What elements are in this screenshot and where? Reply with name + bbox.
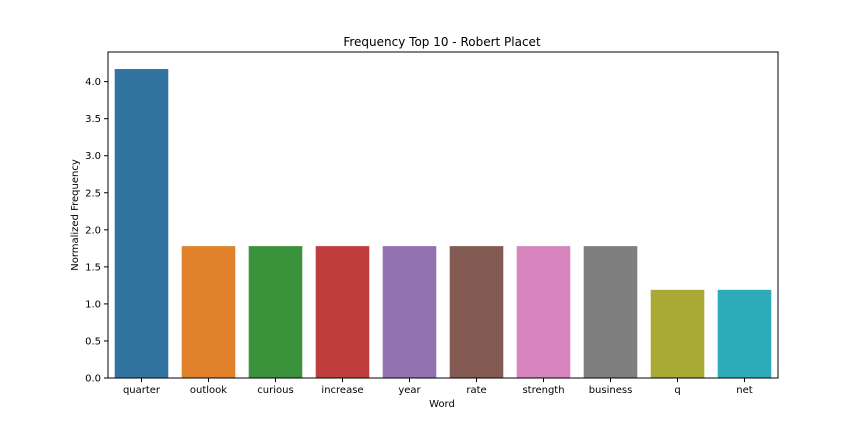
bar-strength	[516, 246, 571, 378]
bar-curious	[248, 246, 303, 378]
bar-business	[583, 246, 638, 378]
y-axis: 0.0 0.5 1.0 1.5 2.0 2.5 3.0 3.5 4.0	[85, 77, 108, 385]
bar-quarter	[114, 69, 169, 378]
bar-q	[650, 289, 705, 378]
x-tick-label: quarter	[123, 385, 161, 396]
y-tick-label: 4.0	[85, 77, 101, 88]
bar-outlook	[181, 246, 236, 378]
bar-increase	[315, 246, 370, 378]
x-axis-label: Word	[429, 399, 455, 410]
chart-title: Frequency Top 10 - Robert Placet	[343, 35, 541, 49]
bar-rate	[449, 246, 504, 378]
x-tick-label: increase	[321, 385, 363, 396]
bar-net	[717, 289, 772, 378]
y-axis-label: Normalized Frequency	[70, 159, 81, 271]
y-tick-label: 2.5	[85, 188, 101, 199]
y-tick-label: 0.5	[85, 336, 101, 347]
y-tick-label: 2.0	[85, 225, 101, 236]
x-tick-label: strength	[522, 385, 564, 396]
plot-frame	[107, 51, 779, 379]
x-tick-label: year	[398, 385, 421, 396]
x-tick-label: q	[674, 385, 680, 396]
bar-year	[382, 246, 437, 378]
y-tick-label: 1.5	[85, 262, 101, 273]
y-tick-label: 0.0	[85, 374, 101, 385]
x-tick-label: outlook	[190, 385, 227, 396]
x-tick-label: rate	[466, 385, 486, 396]
bars-group	[114, 69, 772, 378]
x-tick-label: curious	[257, 385, 293, 396]
y-tick-label: 3.5	[85, 114, 101, 125]
y-tick-label: 1.0	[85, 299, 101, 310]
y-tick-label: 3.0	[85, 151, 101, 162]
x-tick-label: net	[736, 385, 752, 396]
x-tick-label: business	[589, 385, 633, 396]
x-axis: quarter outlook curious increase year rate str…	[123, 378, 753, 396]
plot-area	[107, 51, 779, 379]
